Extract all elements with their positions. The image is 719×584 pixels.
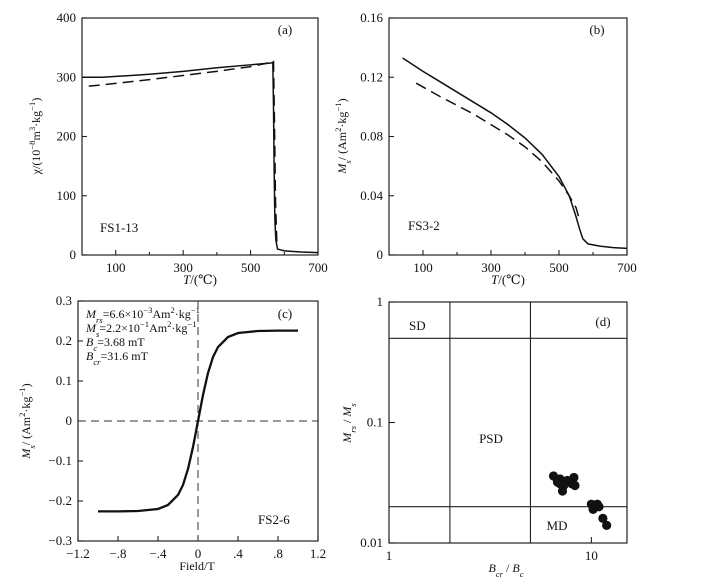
panel-a-ytick-label: 300 xyxy=(57,69,77,84)
panel-c-ytick-label: 0 xyxy=(66,413,73,428)
panel-b-heating-curve xyxy=(402,57,628,250)
panel-d-ytick-label: 0.1 xyxy=(367,415,383,430)
panel-d-ytick-label: 0.01 xyxy=(360,535,383,550)
panel-c-xtick-label: −.4 xyxy=(149,546,167,561)
panel-c-annotation-bcr: Bcr=31.6 mT xyxy=(86,349,149,367)
panel-c-ytick-label: 0.2 xyxy=(56,333,72,348)
panel-b: 100 300 500 700 0 0.04 0.08 0.12 0.16 (b) FS3-2 T/(… xyxy=(333,10,637,287)
panel-c-xtick-label: −1.2 xyxy=(66,546,90,561)
panel-c-ytick-label: 0.1 xyxy=(56,373,72,388)
panel-d-point xyxy=(594,502,604,512)
panel-b-xlabel: T/(℃) xyxy=(491,272,525,287)
panel-b-cooling-curve xyxy=(415,82,581,220)
panel-d-point xyxy=(598,513,608,524)
panel-a-xtick-label: 500 xyxy=(241,260,261,275)
panel-b-ytick-label: 0.04 xyxy=(360,188,383,203)
panel-a-label: (a) xyxy=(278,22,292,37)
panel-c-xtick-label: −.8 xyxy=(109,546,126,561)
panel-d-ylabel: Mrs / Ms xyxy=(340,403,358,444)
panel-b-label: (b) xyxy=(589,22,604,37)
panel-c-annotation-bc: Bc=3.68 mT xyxy=(86,335,145,353)
panel-a-ytick-label: 200 xyxy=(57,129,77,144)
panel-c-ytick-label: 0.3 xyxy=(56,293,72,308)
panel-c-xtick-label: 1.2 xyxy=(310,546,326,561)
panel-a-xtick-label: 700 xyxy=(308,260,328,275)
panel-d-xtick-label: 1 xyxy=(386,548,393,563)
panel-a-xlabel: T/(℃) xyxy=(183,272,217,287)
panel-a-xtick-label: 300 xyxy=(173,260,193,275)
panel-b-ylabel: Ms/ (Am2·kg−1) xyxy=(333,98,353,174)
panel-b-xtick-label: 300 xyxy=(481,260,501,275)
panel-a-cooling-curve xyxy=(88,59,278,244)
panel-c-ytick-label: −0.2 xyxy=(48,493,72,508)
panel-d-xtick-label: 10 xyxy=(585,548,598,563)
panel-b-ytick-label: 0.16 xyxy=(360,10,383,25)
panel-a-ytick-label: 0 xyxy=(70,247,77,262)
panel-b-sample: FS3-2 xyxy=(408,218,440,233)
panel-d-label: (d) xyxy=(595,314,610,329)
panel-c-xtick-label: .8 xyxy=(273,546,283,561)
panel-c-xtick-label: .4 xyxy=(233,546,243,561)
panel-a-sample: FS1-13 xyxy=(100,220,138,235)
panel-c-xlabel: Field/T xyxy=(179,559,215,573)
panel-d-point xyxy=(570,480,580,491)
panel-d-ytick-label: 1 xyxy=(377,294,384,309)
panel-c-ytick-label: −0.1 xyxy=(48,453,72,468)
panel-d-xlabel: Bcr / Bc xyxy=(488,561,523,579)
panel-d-point xyxy=(557,486,568,496)
panel-b-xtick-label: 700 xyxy=(617,260,637,275)
panel-a-xtick-label: 100 xyxy=(106,260,126,275)
panel-b-ytick-label: 0.08 xyxy=(360,129,383,144)
panel-c-label: (c) xyxy=(278,306,292,321)
panel-b-xtick-label: 100 xyxy=(413,260,433,275)
panel-c: −1.2 −.8 −.4 0 .4 .8 1.2 −0.3 −0.2 −0.1 0 0.1 0.2 0.3… xyxy=(17,293,326,573)
panel-c-xtick-label: 0 xyxy=(195,546,202,561)
panel-a-ytick-label: 400 xyxy=(57,10,77,25)
panel-b-ytick-label: 0.12 xyxy=(360,69,383,84)
panel-d: 1 10 0.01 0.1 1 (d) SD PSD MD Bcr / Bc Mrs / Ms xyxy=(340,294,628,579)
panel-b-xtick-label: 500 xyxy=(549,260,569,275)
panel-d-region-psd: PSD xyxy=(479,431,503,446)
panel-d-point xyxy=(602,520,612,530)
panel-c-annotation-mrs: Mrs=6.6×10−3Am2·kg−1 xyxy=(85,305,200,325)
panel-c-annotation-ms: Ms=2.2×10−1Am2·kg−1 xyxy=(85,319,197,339)
panel-c-ylabel: Ms/ (Am2·kg−1) xyxy=(17,383,37,459)
panel-b-ytick-label: 0 xyxy=(377,247,384,262)
panel-d-point xyxy=(555,479,565,489)
panel-c-ytick-label: −0.3 xyxy=(48,533,72,548)
panel-d-region-sd: SD xyxy=(409,318,426,333)
panel-a-ylabel: χ/(10−8m3·kg−1) xyxy=(27,98,43,176)
panel-d-region-md: MD xyxy=(547,518,568,533)
panel-a-ytick-label: 100 xyxy=(57,188,77,203)
panel-a: 100 300 500 700 0 100 200 300 400 (a) FS1-13 T/(℃) χ… xyxy=(27,10,328,287)
panel-c-sample: FS2-6 xyxy=(258,512,290,527)
panel-c-hysteresis-curve xyxy=(98,329,298,513)
panel-d-point xyxy=(569,472,579,483)
